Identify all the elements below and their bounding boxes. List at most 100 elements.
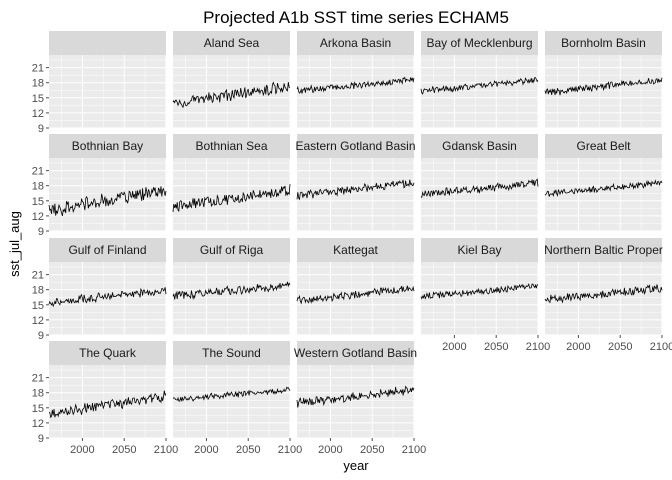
y-tick-label: 18 bbox=[32, 388, 44, 400]
series-line bbox=[172, 81, 291, 109]
facet-panel-kiel-bay: Kiel Bay 2000 2050 2100 bbox=[420, 238, 550, 353]
y-axis-title: sst_jul_aug bbox=[7, 211, 22, 277]
facet-panel-great-belt: Great Belt bbox=[544, 134, 663, 232]
panel-background bbox=[297, 365, 414, 438]
facet-panel-bothnian-bay: Bothnian Bay 9 12 15 18 21 bbox=[32, 134, 167, 238]
x-tick-label: 2000 bbox=[318, 444, 342, 456]
y-tick-label: 15 bbox=[32, 300, 44, 312]
x-tick-label: 2100 bbox=[278, 444, 302, 456]
x-tick-label: 2000 bbox=[442, 341, 466, 353]
x-tick-label: 2050 bbox=[236, 444, 260, 456]
x-tick-label: 2050 bbox=[360, 444, 384, 456]
facet-panel-bornholm-basin: Bornholm Basin bbox=[544, 31, 663, 129]
y-tick-label: 15 bbox=[32, 196, 44, 208]
x-tick-label: 2100 bbox=[526, 341, 550, 353]
x-tick-label: 2050 bbox=[484, 341, 508, 353]
facet-panel-arkona-basin: Arkona Basin bbox=[296, 31, 415, 129]
y-tick-label: 12 bbox=[32, 315, 44, 327]
panel-background bbox=[173, 55, 290, 128]
facet-strip-label: Gdansk Basin bbox=[442, 139, 517, 153]
y-tick-label: 9 bbox=[38, 226, 44, 238]
facet-panel-gdansk-basin: Gdansk Basin bbox=[420, 134, 539, 232]
series-line bbox=[544, 77, 663, 96]
facet-strip-label: The Quark bbox=[79, 346, 137, 360]
y-tick-label: 21 bbox=[32, 373, 44, 385]
x-tick-label: 2050 bbox=[608, 341, 632, 353]
y-tick-label: 21 bbox=[32, 166, 44, 178]
y-tick-label: 18 bbox=[32, 78, 44, 90]
panel-background bbox=[297, 55, 414, 128]
series-line bbox=[420, 178, 539, 199]
facet-strip-label: Great Belt bbox=[576, 139, 631, 153]
facet-strip bbox=[173, 341, 290, 365]
facet-strip-label: Eastern Gotland Basin bbox=[295, 139, 415, 153]
facet-panel-eastern-gotland-basin: Eastern Gotland Basin bbox=[295, 134, 416, 232]
facet-strip bbox=[297, 31, 414, 55]
facet-strip bbox=[49, 341, 166, 365]
series-line bbox=[48, 186, 167, 217]
facet-strip bbox=[173, 134, 290, 158]
facet-strip bbox=[421, 238, 538, 262]
facet-strip bbox=[173, 238, 290, 262]
facet-strip bbox=[421, 31, 538, 55]
panel-background bbox=[545, 262, 662, 335]
y-tick-label: 15 bbox=[32, 93, 44, 105]
panel-background bbox=[49, 55, 166, 128]
panel-background bbox=[545, 55, 662, 128]
panel-background bbox=[173, 365, 290, 438]
series-line bbox=[544, 284, 663, 304]
facet-strip bbox=[173, 31, 290, 55]
facet-strip-label: Gulf of Finland bbox=[68, 243, 146, 257]
facet-strip-label: Arkona Basin bbox=[320, 36, 391, 50]
facet-panel-bay-of-mecklenburg: Bay of Mecklenburg bbox=[420, 31, 539, 129]
facet-panel-gulf-of-riga: Gulf of Riga bbox=[172, 238, 291, 336]
x-tick-label: 2100 bbox=[402, 444, 426, 456]
facet-strip-label: Northern Baltic Proper bbox=[544, 243, 663, 257]
y-tick-label: 9 bbox=[38, 433, 44, 445]
y-tick-label: 9 bbox=[38, 123, 44, 135]
y-tick-label: 15 bbox=[32, 403, 44, 415]
facet-strip bbox=[297, 134, 414, 158]
y-tick-label: 9 bbox=[38, 330, 44, 342]
series-line bbox=[296, 76, 415, 94]
facet-strip bbox=[545, 31, 662, 55]
x-tick-label: 2100 bbox=[650, 341, 672, 353]
facet-strip bbox=[421, 134, 538, 158]
panel-background bbox=[421, 262, 538, 335]
panel-background bbox=[545, 158, 662, 231]
series-line bbox=[420, 283, 539, 300]
x-tick-label: 2000 bbox=[566, 341, 590, 353]
facet-panel-the-quark: The Quark 9 12 15 18 21 2000 2050 2100 bbox=[32, 341, 178, 456]
facet-panels: 9 12 15 18 21 Aland Sea Arkona Basin Bay of Mec… bbox=[32, 31, 672, 456]
facet-strip-label: Western Gotland Basin bbox=[294, 346, 417, 360]
facet-panel-the-sound: The Sound 2000 2050 2100 bbox=[172, 341, 302, 456]
facet-strip bbox=[49, 31, 166, 55]
series-line bbox=[420, 77, 539, 95]
x-axis-title: year bbox=[343, 458, 369, 473]
facet-strip bbox=[297, 341, 414, 365]
series-line bbox=[172, 184, 291, 213]
panel-background bbox=[421, 158, 538, 231]
facet-strip-label: Bornholm Basin bbox=[561, 36, 646, 50]
facet-strip bbox=[49, 134, 166, 158]
facet-strip bbox=[49, 238, 166, 262]
series-line bbox=[544, 179, 663, 198]
panel-background bbox=[49, 365, 166, 438]
series-line bbox=[296, 285, 415, 305]
x-tick-label: 2100 bbox=[154, 444, 178, 456]
facet-panel-bothnian-sea: Bothnian Sea bbox=[172, 134, 291, 232]
y-tick-label: 21 bbox=[32, 270, 44, 282]
facet-strip-label: Bothnian Sea bbox=[195, 139, 267, 153]
series-line bbox=[48, 287, 167, 308]
y-tick-label: 18 bbox=[32, 181, 44, 193]
facet-strip-label: Gulf of Riga bbox=[200, 243, 264, 257]
facet-strip bbox=[545, 238, 662, 262]
facet-strip-label: Aland Sea bbox=[204, 36, 260, 50]
series-line bbox=[296, 179, 415, 201]
y-tick-label: 12 bbox=[32, 211, 44, 223]
facet-panel-northern-baltic-proper: Northern Baltic Proper 2000 2050 2100 bbox=[544, 238, 672, 353]
series-line bbox=[296, 385, 415, 408]
y-tick-label: 12 bbox=[32, 108, 44, 120]
chart-title: Projected A1b SST time series ECHAM5 bbox=[203, 8, 509, 27]
